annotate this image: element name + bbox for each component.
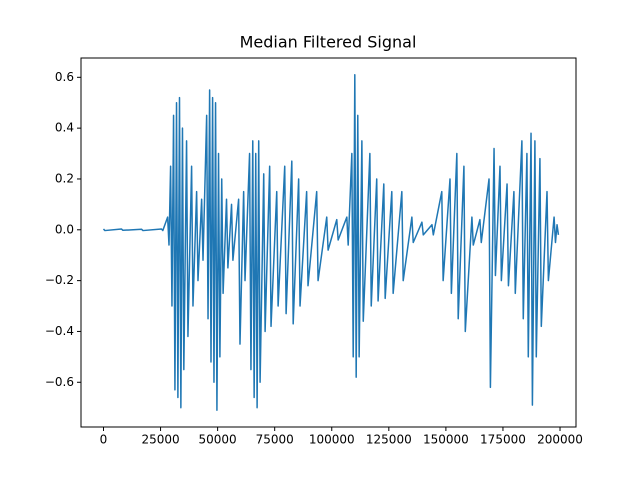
- plot-frame: [80, 57, 577, 428]
- x-tick-label: 50000: [199, 433, 237, 447]
- y-tick-label: −0.4: [45, 324, 74, 338]
- chart-title: Median Filtered Signal: [240, 33, 417, 52]
- y-tick-label: −0.2: [45, 273, 74, 287]
- x-tick-label: 25000: [141, 433, 179, 447]
- y-tick-label: −0.6: [45, 375, 74, 389]
- x-tick-label: 150000: [423, 433, 469, 447]
- x-tick-label: 0: [100, 433, 108, 447]
- x-tick-label: 175000: [480, 433, 526, 447]
- signal-line: [102, 74, 560, 411]
- y-tick-label: 0.0: [55, 222, 74, 236]
- y-tick-label: 0.6: [55, 70, 74, 84]
- y-tick-label: 0.2: [55, 171, 74, 185]
- y-tick-label: 0.4: [55, 121, 74, 135]
- x-tick-label: 200000: [537, 433, 583, 447]
- x-tick-label: 75000: [256, 433, 294, 447]
- x-tick-label: 125000: [366, 433, 412, 447]
- x-tick-label: 100000: [309, 433, 355, 447]
